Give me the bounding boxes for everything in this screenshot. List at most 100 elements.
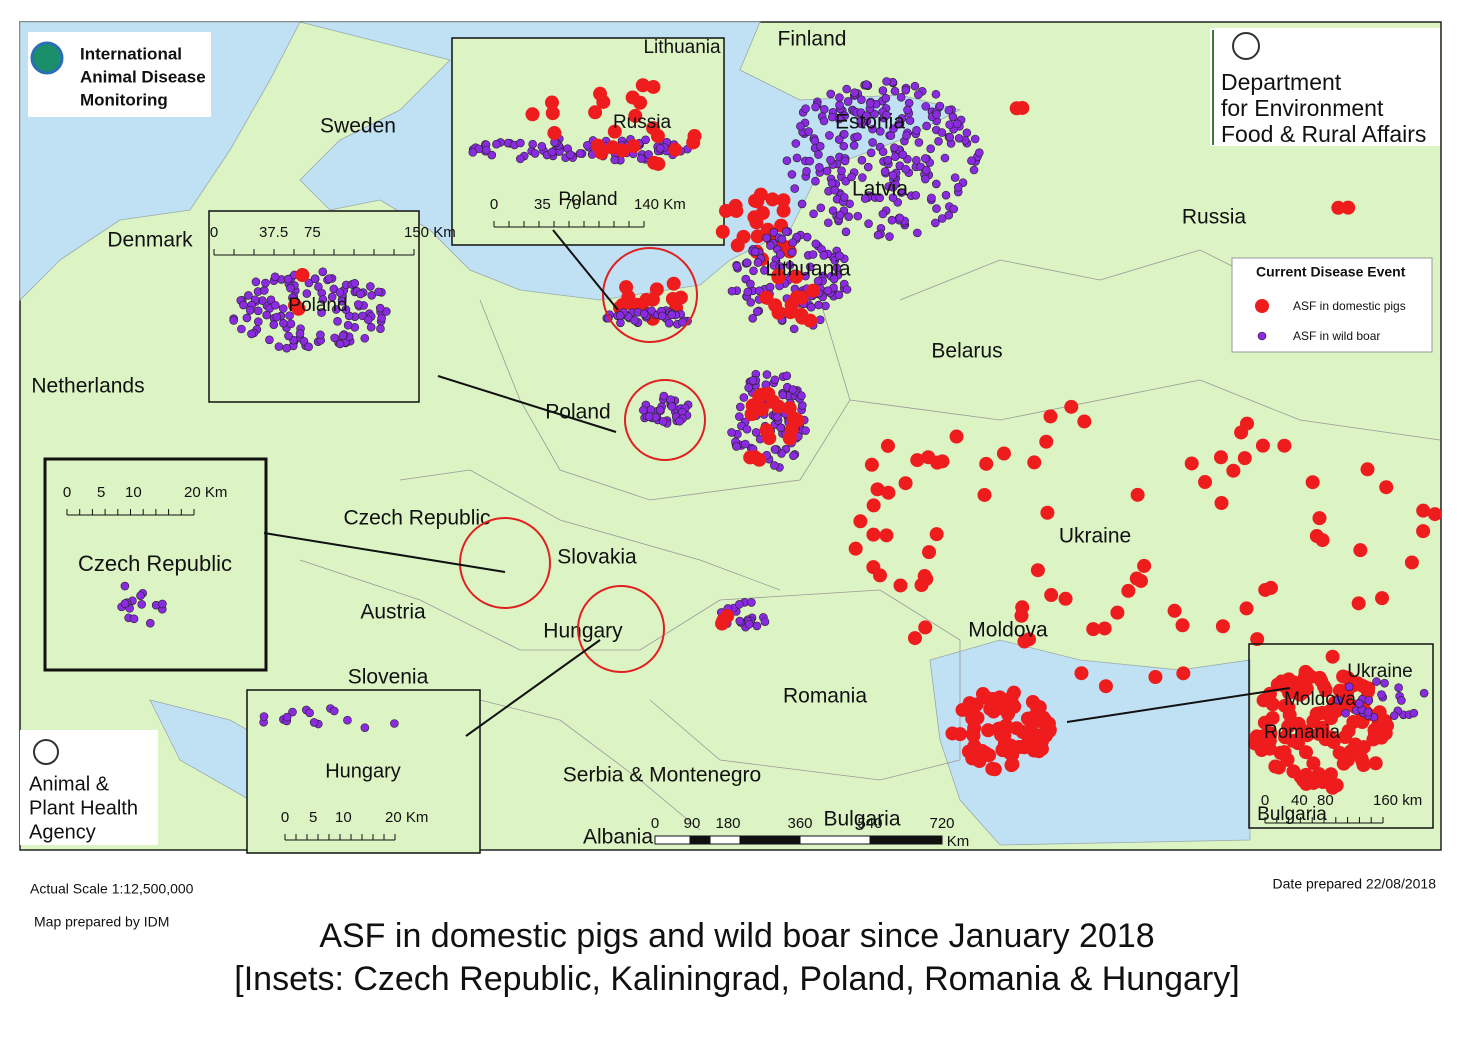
wild-boar-dot xyxy=(630,316,639,325)
domestic-pig-dot xyxy=(1332,745,1347,760)
wild-boar-dot xyxy=(857,95,866,104)
scale-label: 160 km xyxy=(1373,792,1422,809)
domestic-pig-dot xyxy=(1015,100,1030,115)
scale-label: 5 xyxy=(309,809,317,826)
domestic-pig-dot xyxy=(1215,619,1230,634)
domestic-pig-dot xyxy=(596,94,611,109)
domestic-pig-dot xyxy=(525,107,540,122)
wild-boar-dot xyxy=(744,619,754,629)
domestic-pig-dot xyxy=(1167,603,1182,618)
wild-boar-dot xyxy=(753,258,763,267)
wild-boar-dot xyxy=(921,102,931,111)
wild-boar-dot xyxy=(911,191,921,200)
scale-label: 0 xyxy=(490,196,498,213)
wild-boar-dot xyxy=(815,315,825,325)
highlight-circle xyxy=(577,585,665,673)
wild-boar-dot xyxy=(787,248,797,257)
domestic-pig-dot xyxy=(929,527,944,542)
wild-boar-dot xyxy=(814,300,823,310)
wild-boar-dot xyxy=(727,428,736,437)
domestic-pig-dot xyxy=(893,578,908,593)
wild-boar-dot xyxy=(748,376,758,385)
inset-label: Romania xyxy=(1264,722,1340,743)
wild-boar-dot xyxy=(834,290,844,300)
country-label: Hungary xyxy=(543,620,623,643)
leader-line xyxy=(552,229,619,311)
idm-logo-text: International xyxy=(80,44,182,63)
wild-boar-dot xyxy=(664,318,674,328)
wild-boar-dot xyxy=(251,277,261,287)
wild-boar-dot xyxy=(350,279,360,288)
wild-boar-dot xyxy=(492,139,501,149)
wild-boar-dot xyxy=(575,149,585,158)
defra-crest xyxy=(1232,32,1260,60)
wild-boar-dot xyxy=(284,331,293,341)
wild-boar-dot xyxy=(333,317,342,326)
wild-boar-dot xyxy=(286,319,296,329)
wild-boar-dot xyxy=(808,250,818,259)
domestic-pig-dot xyxy=(649,282,664,297)
domestic-pig-dot xyxy=(776,203,791,218)
wild-boar-dot xyxy=(830,185,840,195)
domestic-pig-dot xyxy=(1239,601,1254,616)
domestic-pig-dot xyxy=(1255,438,1270,453)
wild-boar-dot xyxy=(835,210,845,220)
domestic-pig-dot xyxy=(1257,715,1272,730)
domestic-pig-dot xyxy=(1027,455,1042,470)
idm-logo-text: Monitoring xyxy=(80,90,168,109)
highlight-circle xyxy=(624,379,706,461)
domestic-pig-dot xyxy=(1176,666,1191,681)
wild-boar-dot xyxy=(849,141,859,150)
wild-boar-dot xyxy=(881,93,891,103)
domestic-pig-dot xyxy=(1198,475,1213,490)
wild-boar-dot xyxy=(343,715,352,725)
borders xyxy=(299,249,1441,831)
wild-boar-dot xyxy=(528,139,537,149)
wild-boar-dot xyxy=(338,331,348,341)
wild-boar-dot xyxy=(839,192,849,202)
apha-logo-text: Agency xyxy=(29,821,96,843)
wild-boar-dot xyxy=(792,153,802,163)
domestic-pig-dot xyxy=(789,269,804,284)
domestic-pig-dot xyxy=(853,514,868,529)
domestic-pig-dot xyxy=(866,527,881,542)
inset-frame xyxy=(1248,643,1434,829)
wild-boar-dot xyxy=(1377,690,1386,699)
wild-boar-dot xyxy=(837,166,846,176)
wild-boar-dot xyxy=(318,267,328,277)
wild-boar-dot xyxy=(375,303,385,313)
wild-boar-dot xyxy=(1380,678,1389,688)
domestic-pig-dot xyxy=(1293,687,1308,702)
wild-boar-dot xyxy=(615,311,625,320)
wild-boar-dot xyxy=(1354,699,1364,708)
wild-boar-dot xyxy=(922,121,931,131)
domestic-pig-dot xyxy=(1044,588,1059,603)
domestic-pig-dot xyxy=(898,476,913,491)
wild-boar-dot xyxy=(343,320,353,330)
wild-boar-dot xyxy=(884,182,894,191)
wild-boar-dot xyxy=(913,90,923,99)
wild-boar-dot xyxy=(970,134,980,144)
domestic-pig-dot xyxy=(1299,745,1314,760)
wild-boar-dot xyxy=(742,424,752,434)
domestic-pig-dot xyxy=(1265,697,1280,712)
domestic-pig-dot xyxy=(1416,524,1431,539)
wild-boar-dot xyxy=(944,210,954,220)
wild-boar-dot xyxy=(839,129,849,139)
wild-boar-dot xyxy=(825,131,834,140)
wild-boar-dot xyxy=(804,127,813,136)
wild-boar-dot xyxy=(1341,708,1350,718)
domestic-pig-dot xyxy=(1368,726,1383,741)
country-label: Ukraine xyxy=(1059,525,1131,548)
domestic-pig-dot xyxy=(996,446,1011,461)
domestic-pig-dot xyxy=(1041,716,1056,731)
scale-label: 35 xyxy=(534,196,551,213)
wild-boar-dot xyxy=(304,278,314,288)
domestic-pig-dot xyxy=(1240,416,1255,431)
wild-boar-dot xyxy=(360,333,370,343)
wild-boar-dot xyxy=(802,232,812,242)
domestic-pig-dot xyxy=(973,751,988,766)
wild-boar-dot xyxy=(735,616,745,626)
domestic-pig-dot xyxy=(1348,737,1363,752)
wild-boar-dot xyxy=(376,324,385,334)
